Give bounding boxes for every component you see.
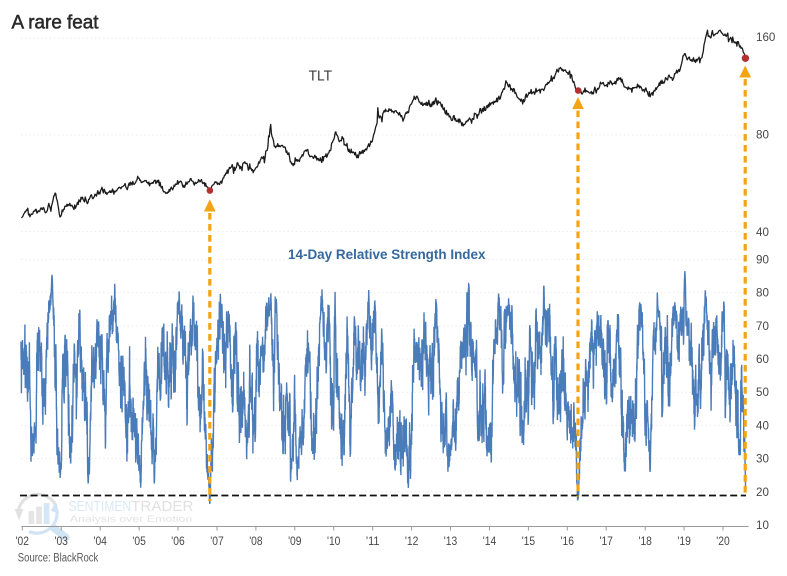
svg-text:'19: '19 [677, 534, 691, 548]
svg-text:'03: '03 [55, 534, 69, 548]
svg-text:SENTIMEN: SENTIMEN [69, 498, 132, 515]
svg-text:'11: '11 [366, 534, 380, 548]
svg-text:'20: '20 [716, 534, 730, 548]
svg-text:'18: '18 [639, 534, 653, 548]
svg-text:40: 40 [756, 419, 769, 432]
svg-text:70: 70 [756, 320, 769, 333]
svg-text:'15: '15 [522, 534, 536, 548]
svg-text:'10: '10 [327, 534, 341, 548]
svg-text:Source: BlackRock: Source: BlackRock [18, 553, 99, 565]
svg-text:'08: '08 [249, 534, 263, 548]
svg-text:'13: '13 [444, 534, 458, 548]
svg-text:'04: '04 [94, 534, 108, 548]
svg-text:160: 160 [756, 31, 775, 44]
svg-text:A rare feat: A rare feat [12, 13, 100, 34]
svg-text:Analysis over Emotion: Analysis over Emotion [70, 514, 193, 525]
svg-text:30: 30 [756, 453, 769, 466]
svg-text:'14: '14 [483, 534, 497, 548]
svg-text:TLT: TLT [309, 68, 333, 85]
svg-text:TRADER: TRADER [131, 498, 193, 515]
svg-text:'16: '16 [561, 534, 575, 548]
svg-text:'02: '02 [16, 534, 30, 548]
svg-text:'17: '17 [600, 534, 614, 548]
svg-text:'09: '09 [288, 534, 302, 548]
svg-text:10: 10 [756, 519, 769, 532]
svg-text:80: 80 [756, 129, 769, 142]
svg-text:80: 80 [756, 287, 769, 300]
svg-text:'06: '06 [171, 534, 185, 548]
svg-text:20: 20 [756, 486, 769, 499]
svg-text:'12: '12 [405, 534, 419, 548]
svg-text:40: 40 [756, 226, 769, 239]
svg-text:'07: '07 [210, 534, 224, 548]
svg-text:50: 50 [756, 386, 769, 399]
svg-text:90: 90 [756, 253, 769, 266]
svg-text:14-Day Relative Strength Index: 14-Day Relative Strength Index [288, 246, 486, 262]
svg-text:'05: '05 [132, 534, 146, 548]
svg-text:60: 60 [756, 353, 769, 366]
